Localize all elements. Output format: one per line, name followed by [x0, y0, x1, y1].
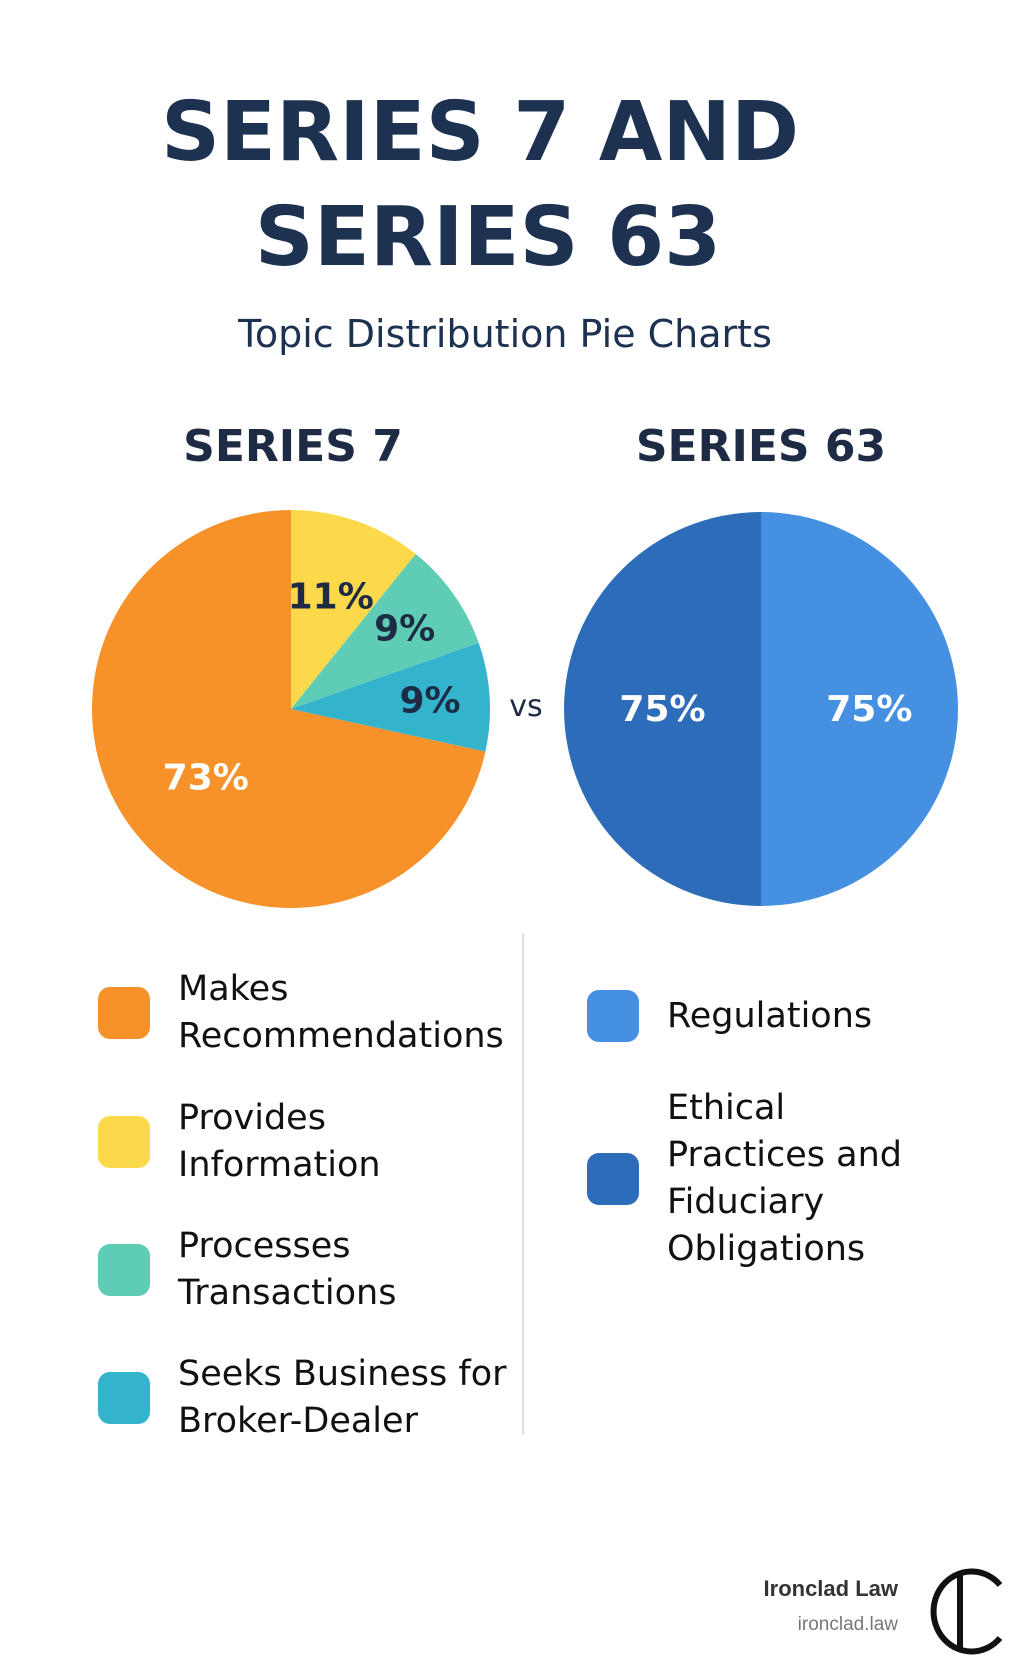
- pie-slice: [291, 553, 479, 709]
- brand-name: Ironclad Law: [763, 1576, 898, 1601]
- divider: [522, 933, 524, 1435]
- legend-item: Makes Recommendations: [98, 966, 518, 1060]
- pie-slice: [291, 642, 490, 752]
- separator: vs: [509, 689, 542, 724]
- legend-item: Regulations: [587, 990, 927, 1042]
- legend-item: Seeks Business for Broker-Dealer: [98, 1351, 518, 1445]
- legend-swatch: [587, 1153, 639, 1205]
- pie-slice: [91, 510, 486, 908]
- pie-slice: [291, 510, 416, 709]
- pie-slice: [564, 512, 761, 906]
- pie-title: SERIES 7: [183, 421, 403, 472]
- legend-label: Processes Transactions: [178, 1226, 397, 1313]
- title: SERIES 63: [255, 190, 721, 285]
- logo: [930, 1568, 1003, 1655]
- legend-swatch: [98, 987, 150, 1039]
- brand: Ironclad Law ironclad.law: [764, 1576, 898, 1636]
- legend-item: Ethical Practices and Fiduciary Obligati…: [587, 1085, 927, 1273]
- legend-swatch: [98, 1372, 150, 1424]
- legend-swatch: [98, 1116, 150, 1168]
- slice-label: 75%: [619, 689, 705, 730]
- subtitle: Topic Distribution Pie Charts: [237, 312, 772, 356]
- legend-label: Seeks Business for Broker-Dealer: [178, 1354, 507, 1441]
- slice-label: 9%: [374, 609, 435, 650]
- slice-label: 9%: [399, 680, 460, 721]
- legend-label: Provides Information: [178, 1098, 381, 1185]
- legend-item: Provides Information: [98, 1095, 518, 1189]
- slice-label: 75%: [826, 689, 912, 730]
- legend-swatch: [587, 990, 639, 1042]
- legend-label: Ethical Practices and Fiduciary Obligati…: [667, 1088, 903, 1269]
- legend-swatch: [98, 1244, 150, 1296]
- slice-label: 11%: [288, 576, 374, 617]
- legend-item: Processes Transactions: [98, 1223, 518, 1317]
- legend-label: Makes Recommendations: [178, 969, 504, 1056]
- legend-label: Regulations: [667, 995, 873, 1036]
- pie-slice: [761, 512, 958, 906]
- brand-url: ironclad.law: [797, 1614, 898, 1635]
- title: SERIES 7 AND: [161, 85, 799, 180]
- pie-title: SERIES 63: [636, 421, 886, 472]
- slice-label: 73%: [163, 758, 249, 799]
